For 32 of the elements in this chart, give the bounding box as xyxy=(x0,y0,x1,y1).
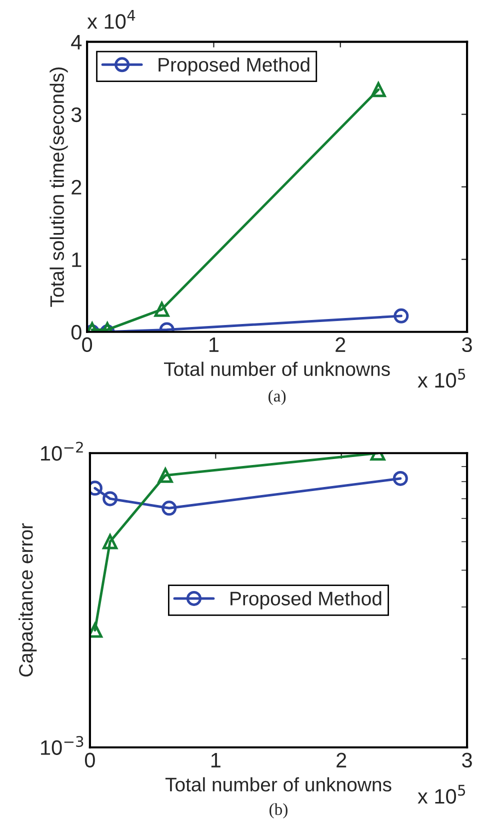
y-tick-label: 2 xyxy=(72,180,82,194)
x-tick-label: 1 xyxy=(211,753,220,768)
y-tick-label: 10$^{−3}$ xyxy=(41,736,84,755)
text: x 10$^{4}$ xyxy=(87,10,136,29)
point xyxy=(102,491,118,506)
point xyxy=(158,468,173,483)
x-tick-label: 0 xyxy=(82,337,92,352)
x-tick-label: 3 xyxy=(462,337,472,352)
text: x 10$^{5}$ xyxy=(418,784,466,804)
point xyxy=(392,470,408,486)
x-axis-title: Total number of unknowns xyxy=(165,777,392,792)
text: x 10$^{5}$ xyxy=(418,368,466,388)
text: (a) xyxy=(268,390,286,406)
y-tick-label: 4 xyxy=(71,35,82,50)
y-tick-label: 3 xyxy=(71,107,82,122)
y-axis-title: Capacitance error xyxy=(18,523,37,677)
text: (b) xyxy=(270,803,288,818)
x-axis-title: Total number of unknowns xyxy=(164,362,390,376)
y-tick-label: 10$^{−2}$ xyxy=(41,442,83,461)
point xyxy=(102,534,118,550)
legend-label: Proposed Method xyxy=(230,591,382,610)
x-tick-label: 2 xyxy=(336,337,346,352)
x-tick-label: 1 xyxy=(210,338,218,352)
y-tick-label: 1 xyxy=(72,252,82,267)
x-tick-label: 2 xyxy=(336,752,346,768)
legend-label: Proposed Method xyxy=(158,57,310,76)
point xyxy=(162,500,177,516)
x-tick-label: 0 xyxy=(84,752,95,768)
x-tick-label: 3 xyxy=(462,752,472,768)
y-axis-title: Total solution time(seconds) xyxy=(50,68,68,307)
point xyxy=(370,82,386,98)
y-tick-label: 0 xyxy=(71,324,82,340)
